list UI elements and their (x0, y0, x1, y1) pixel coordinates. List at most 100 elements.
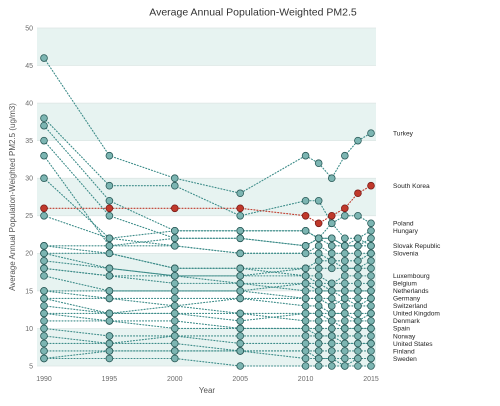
poland-point-2014 (354, 211, 362, 220)
series-line-series-24 (43, 282, 372, 292)
norway-point-1995 (105, 332, 114, 340)
series-label-germany: Germany (393, 296, 421, 303)
series-27-point-2012 (327, 324, 336, 333)
series-27-point-2005 (236, 324, 245, 333)
series-label-netherlands: Netherlands (393, 288, 429, 295)
series-24-point-2011 (314, 287, 323, 295)
united-states-point-2012 (327, 332, 336, 340)
series-27-point-1990 (40, 317, 48, 325)
series-27-point-2014 (354, 324, 362, 333)
belgium-point-2012 (327, 279, 336, 288)
y-tick-label: 5 (29, 363, 33, 370)
series-line-netherlands (43, 260, 372, 292)
series-23-point-1995 (105, 272, 114, 280)
united-kingdom-point-2014 (354, 309, 362, 318)
hungary-point-1990 (40, 121, 48, 130)
series-21-point-2005 (236, 249, 245, 258)
series-29-point-2010 (301, 347, 310, 355)
netherlands-point-1990 (40, 257, 48, 265)
slovenia-point-2011 (314, 242, 323, 250)
finland-point-2014 (354, 347, 362, 355)
series-24-point-1990 (40, 287, 48, 295)
series-25-point-2011 (314, 294, 323, 303)
series-26-point-2015 (367, 309, 375, 318)
series-25-point-1990 (40, 294, 48, 303)
series-line-norway (43, 327, 372, 337)
series-23-point-2012 (327, 264, 336, 273)
sweden-point-2010 (301, 354, 310, 363)
turkey-point-2011 (314, 159, 323, 168)
series-27-point-2000 (171, 324, 179, 333)
series-20-point-2014 (354, 242, 362, 250)
series-line-denmark (43, 297, 372, 322)
denmark-point-2015 (367, 317, 375, 325)
luxembourg-point-2013 (341, 272, 349, 280)
series-line-poland (43, 117, 372, 225)
series-label-switzerland: Switzerland (393, 303, 427, 310)
x-axis-tick-labels: 1990 1995 2000 2005 2010 2015 (36, 376, 379, 383)
x-tick-label: 1990 (36, 376, 52, 383)
plot-background-bands (37, 28, 376, 366)
series-27-point-2015 (367, 324, 375, 333)
series-label-slovak-republic: Slovak Republic (393, 243, 441, 250)
series-20-point-2015 (367, 234, 375, 243)
poland-point-2010 (301, 196, 310, 205)
series-28-point-1990 (40, 332, 48, 340)
turkey-point-2015 (367, 129, 375, 137)
turkey-point-2012 (327, 174, 336, 183)
sweden-point-1990 (40, 347, 48, 355)
series-label-hungary: Hungary (393, 228, 419, 235)
series-25-point-2012 (327, 302, 336, 310)
y-tick-label: 50 (25, 25, 33, 32)
turkey-point-2005 (236, 189, 245, 198)
turkey-point-1995 (105, 151, 114, 160)
germany-point-2010 (301, 287, 310, 295)
y-tick-label: 40 (25, 101, 33, 108)
series-29-point-1995 (105, 347, 114, 355)
hungary-point-2012 (327, 219, 336, 228)
slovenia-point-1990 (40, 174, 48, 183)
south-korea-point-2005 (236, 204, 245, 213)
belgium-point-2014 (354, 279, 362, 288)
series-label-slovenia: Slovenia (393, 251, 419, 258)
germany-point-2005 (236, 279, 245, 288)
series-28-point-2011 (314, 339, 323, 348)
y-tick-label: 30 (25, 176, 33, 183)
series-line-series-23 (43, 267, 372, 277)
x-tick-label: 2005 (232, 376, 248, 383)
series-28-point-2005 (236, 339, 245, 348)
finland-point-2012 (327, 347, 336, 355)
series-30-point-2013 (341, 362, 349, 370)
series-23-point-2000 (171, 272, 179, 280)
series-28-point-2012 (327, 339, 336, 348)
norway-point-1990 (40, 324, 48, 333)
south-korea-point-2010 (301, 211, 310, 220)
series-label-luxembourg: Luxembourg (393, 273, 430, 280)
series-line-south-korea (43, 185, 372, 224)
series-line-slovenia (43, 177, 372, 254)
series-28-point-2014 (354, 339, 362, 348)
series-26-point-1995 (105, 309, 114, 318)
series-25-point-2015 (367, 294, 375, 303)
south-korea-point-2011 (314, 219, 323, 228)
series-23-point-1990 (40, 264, 48, 273)
hungary-point-2013 (341, 234, 349, 243)
series-22-point-1990 (40, 249, 48, 258)
series-25-point-2013 (341, 294, 349, 303)
series-27-point-2013 (341, 324, 349, 333)
spain-point-2010 (301, 317, 310, 325)
series-21-point-2013 (341, 257, 349, 265)
y-tick-label: 20 (25, 251, 33, 258)
series-30-point-2000 (171, 354, 179, 363)
switzerland-point-2013 (341, 302, 349, 310)
series-23-point-2011 (314, 264, 323, 273)
belgium-point-2015 (367, 279, 375, 288)
spain-point-2011 (314, 317, 323, 325)
spain-point-1990 (40, 302, 48, 310)
series-22-point-2012 (327, 257, 336, 265)
series-line-series-26 (43, 312, 372, 322)
series-22-point-2000 (171, 264, 179, 273)
slovenia-point-2013 (341, 249, 349, 258)
y-tick-label: 25 (25, 213, 33, 220)
series-line-series-20 (43, 215, 372, 247)
